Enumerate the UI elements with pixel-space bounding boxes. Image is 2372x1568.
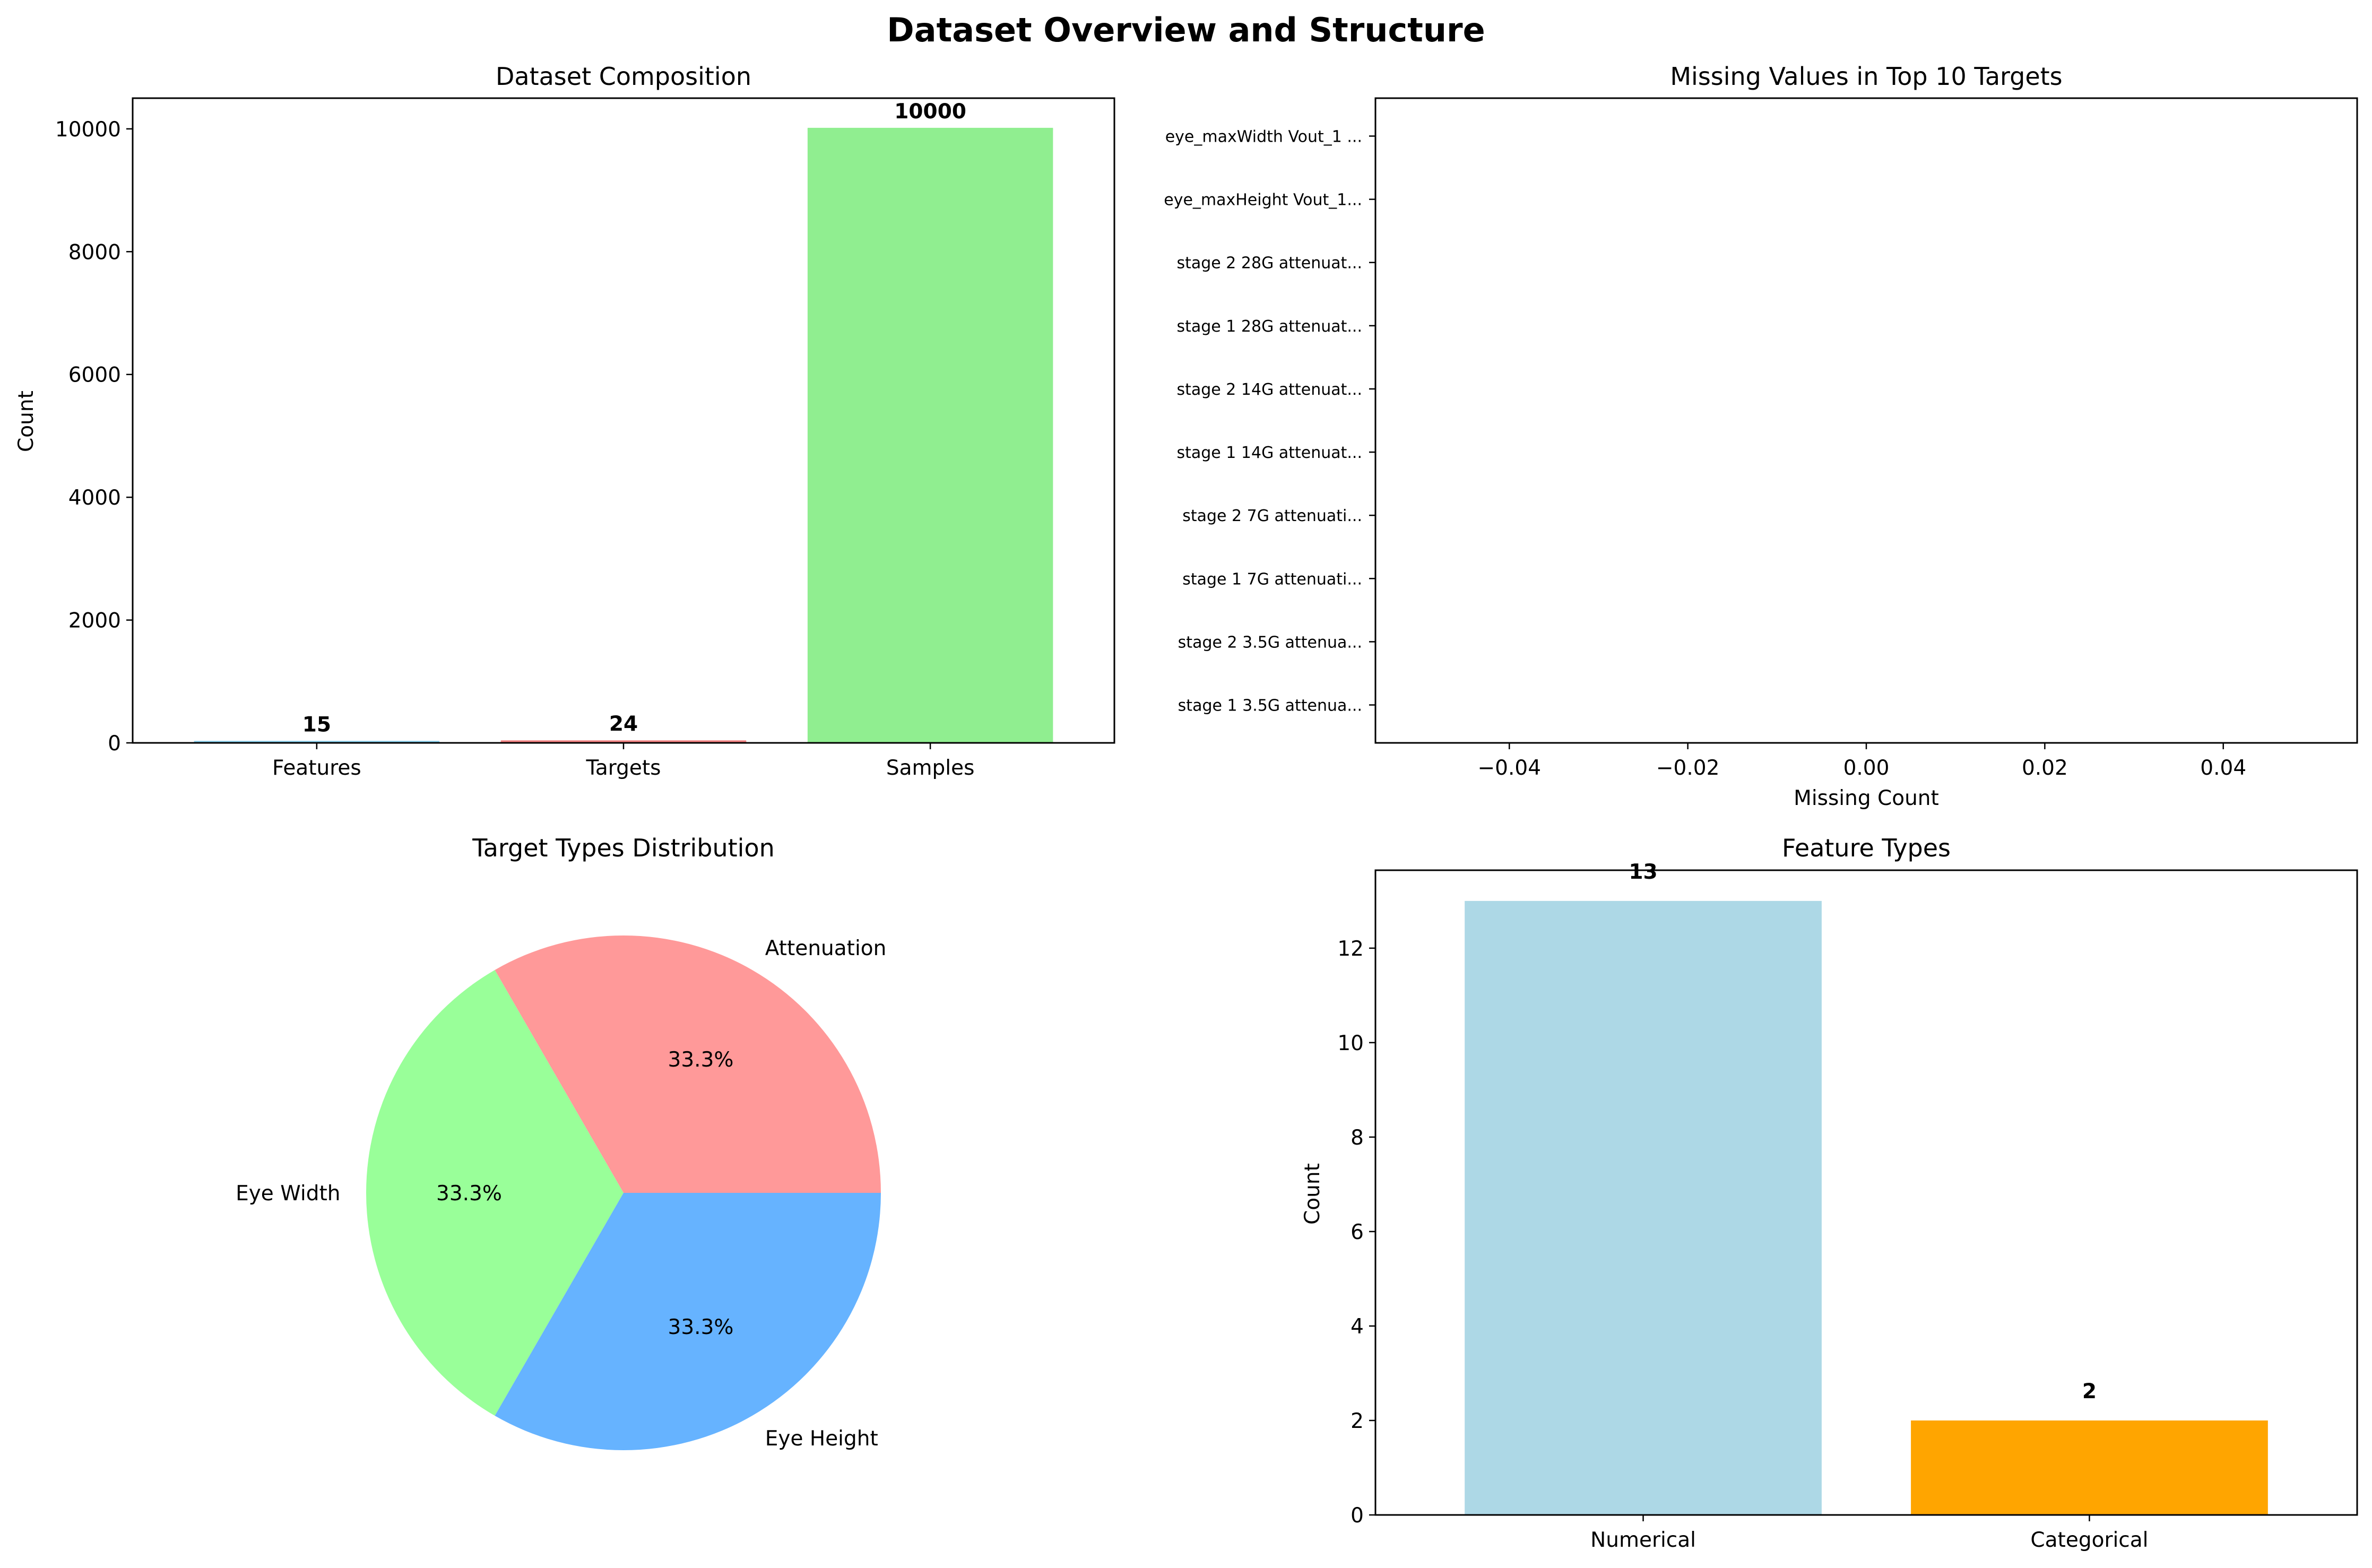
missing-ytick-label: stage 1 3.5G attenua... [1178, 697, 1362, 715]
composition-ytick-label: 0 [108, 732, 121, 756]
feature-types-ytick-label: 10 [1337, 1032, 1364, 1055]
chart-composition: Dataset Composition Count 15 24 10000 Feat… [14, 62, 1115, 780]
missing-frame [1374, 97, 2358, 744]
pie-pct-label: 33.3% [668, 1315, 734, 1339]
pie-slice [366, 969, 624, 1416]
feature-types-xtick-label: Categorical [2030, 1528, 2148, 1552]
composition-axes: Features Targets Samples 0 2000 4000 6000 8000 1… [55, 118, 974, 780]
composition-value-label: 24 [609, 712, 638, 736]
composition-ytick-label: 4000 [68, 486, 121, 510]
missing-ytick-label: eye_maxWidth Vout_1 ... [1165, 127, 1362, 146]
missing-ytick-label: stage 1 7G attenuati... [1182, 570, 1362, 588]
missing-ytick-label: stage 2 28G attenuat... [1176, 254, 1362, 273]
feature-types-value-label: 2 [2082, 1380, 2097, 1404]
chart-feature-types: Feature Types Count 13 2 Numerical Categor… [1301, 834, 2358, 1552]
composition-ytick-label: 2000 [68, 609, 121, 633]
missing-axes: −0.04 −0.02 0.00 0.02 0.04 stage 1 3.5G atten… [1164, 127, 2246, 780]
feature-types-bars: 13 2 [1465, 860, 2268, 1515]
pie-slice [495, 935, 881, 1193]
feature-types-frame [1374, 869, 2358, 1516]
missing-xtick-label: 0.04 [2200, 756, 2246, 780]
figure-title: Dataset Overview and Structure [887, 11, 1485, 49]
missing-xlabel: Missing Count [1794, 786, 1939, 810]
pie-pct-label: 33.3% [436, 1182, 502, 1206]
composition-ytick-label: 8000 [68, 240, 121, 264]
target-types-pie: Attenuation 33.3% Eye Width 33.3% Eye Height… [236, 935, 886, 1451]
composition-ytick-label: 10000 [55, 118, 121, 142]
missing-ytick-label: eye_maxHeight Vout_1... [1164, 191, 1362, 210]
composition-title: Dataset Composition [496, 62, 751, 91]
missing-title: Missing Values in Top 10 Targets [1670, 62, 2062, 91]
feature-types-bar [1911, 1420, 2268, 1515]
feature-types-ytick-label: 8 [1351, 1126, 1364, 1150]
feature-types-bar [1465, 900, 1822, 1515]
pie-pct-label: 33.3% [668, 1048, 734, 1072]
composition-xtick-label: Samples [886, 756, 975, 780]
missing-ytick-label: stage 2 3.5G attenua... [1178, 633, 1362, 652]
feature-types-value-label: 13 [1629, 860, 1657, 884]
composition-frame [132, 97, 1115, 744]
composition-value-label: 10000 [894, 100, 966, 124]
composition-ytick-label: 6000 [68, 363, 121, 387]
feature-types-ytick-label: 0 [1351, 1504, 1364, 1528]
feature-types-ytick-label: 4 [1351, 1315, 1364, 1339]
composition-value-label: 15 [302, 713, 331, 737]
chart-missing: Missing Values in Top 10 Targets Missing… [1164, 62, 2358, 810]
target-types-title: Target Types Distribution [472, 834, 775, 862]
feature-types-ylabel: Count [1301, 1163, 1324, 1225]
feature-types-ytick-label: 2 [1351, 1409, 1364, 1433]
missing-ytick-label: stage 2 14G attenuat... [1176, 380, 1362, 399]
pie-slice [495, 1193, 881, 1451]
missing-xtick-label: 0.00 [1843, 756, 1890, 780]
feature-types-ytick-label: 6 [1351, 1220, 1364, 1244]
composition-bar [807, 128, 1053, 743]
composition-ylabel: Count [14, 391, 38, 452]
pie-label: Eye Height [765, 1427, 878, 1451]
pie-label: Attenuation [765, 937, 887, 960]
missing-xtick-label: −0.02 [1656, 756, 1720, 780]
missing-ytick-label: stage 1 28G attenuat... [1176, 317, 1362, 336]
composition-bars: 15 24 10000 [194, 100, 1053, 743]
feature-types-title: Feature Types [1782, 834, 1951, 862]
chart-target-types: Target Types Distribution Attenuation 33.… [236, 834, 886, 1451]
missing-xtick-label: −0.04 [1478, 756, 1542, 780]
pie-label: Eye Width [236, 1182, 340, 1206]
missing-ytick-label: stage 2 7G attenuati... [1182, 507, 1362, 525]
missing-xtick-label: 0.02 [2022, 756, 2068, 780]
feature-types-xtick-label: Numerical [1590, 1528, 1696, 1552]
feature-types-axes: Numerical Categorical 0 2 4 6 8 10 12 [1337, 937, 2148, 1552]
missing-ytick-label: stage 1 14G attenuat... [1176, 444, 1362, 462]
feature-types-ytick-label: 12 [1337, 937, 1364, 961]
composition-xtick-label: Features [272, 756, 361, 780]
composition-xtick-label: Targets [586, 756, 661, 780]
